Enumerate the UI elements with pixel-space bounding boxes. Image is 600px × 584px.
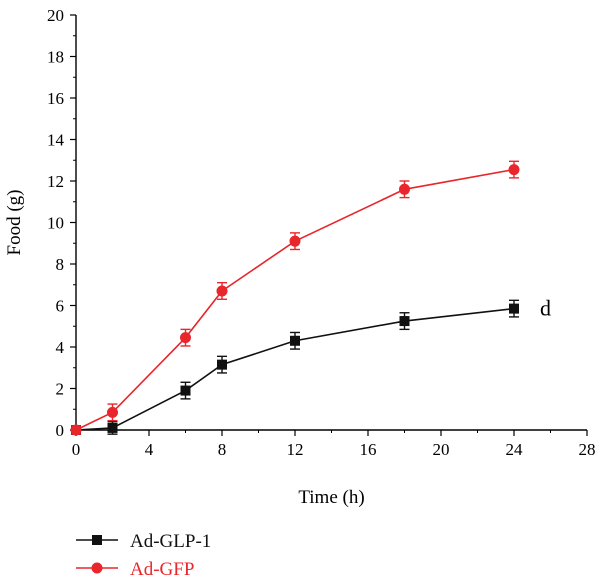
x-tick-label: 4 (145, 440, 154, 459)
y-tick-label: 6 (56, 297, 65, 316)
legend-label: Ad-GLP-1 (130, 531, 211, 552)
data-point (216, 285, 228, 297)
data-point (217, 359, 227, 370)
legend-item-2: Ad-GFP (76, 559, 194, 580)
y-tick-label: 20 (47, 6, 64, 25)
series-line (75, 307, 515, 431)
x-tick-label: 24 (506, 440, 524, 459)
data-point (509, 303, 519, 314)
annotations: d (540, 296, 551, 321)
legend-marker (92, 535, 102, 545)
data-point (399, 183, 410, 195)
y-axis-title: Food (g) (4, 190, 25, 256)
data-point (107, 406, 118, 418)
data-point (290, 335, 300, 346)
x-tick-label: 16 (360, 440, 377, 459)
series-line (75, 168, 515, 431)
y-tick-label: 16 (47, 89, 64, 108)
series-2 (70, 160, 520, 436)
y-tick-label: 10 (47, 214, 64, 233)
legend-item-1: Ad-GLP-1 (76, 531, 211, 552)
y-tick-label: 4 (56, 338, 65, 357)
y-tick-label: 18 (47, 48, 64, 67)
x-tick-label: 28 (579, 440, 596, 459)
y-tick-label: 12 (47, 172, 64, 191)
x-tick-label: 8 (218, 440, 227, 459)
y-tick-label: 8 (56, 255, 65, 274)
axes (75, 15, 587, 431)
series-1 (71, 299, 519, 435)
data-point (70, 424, 82, 436)
y-tick-label: 2 (56, 380, 65, 399)
x-tick-label: 0 (72, 440, 81, 459)
y-tick-label: 0 (56, 421, 65, 440)
y-tick-label: 14 (47, 131, 65, 150)
x-tick-label: 12 (287, 440, 304, 459)
series-layer (70, 160, 520, 436)
data-point (289, 235, 301, 247)
legend-label: Ad-GFP (130, 559, 194, 580)
data-point (107, 422, 118, 433)
annotation-label: d (540, 296, 551, 321)
data-point (180, 332, 191, 344)
x-axis-title: Time (h) (298, 487, 364, 508)
data-point (508, 164, 520, 176)
data-point (399, 316, 410, 327)
x-tick-label: 20 (433, 440, 450, 459)
data-point (180, 385, 191, 396)
legend: Ad-GLP-1 Ad-GFP (76, 531, 211, 580)
legend-marker (91, 562, 103, 574)
